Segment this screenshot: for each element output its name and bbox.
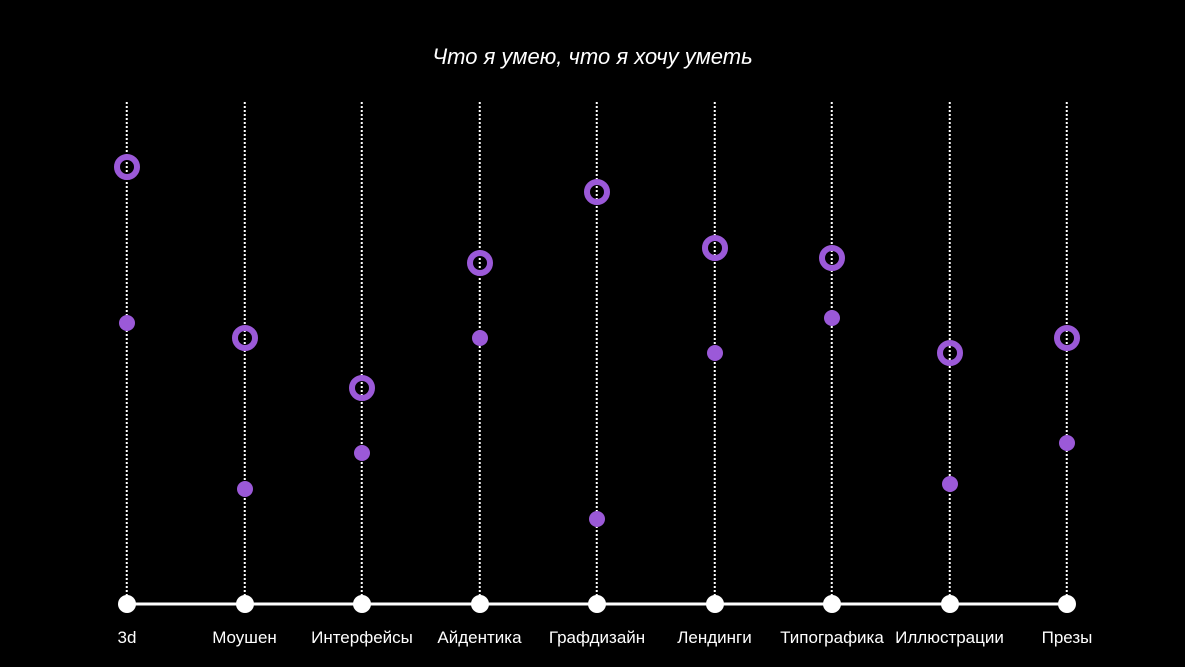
chart-title: Что я умею, что я хочу уметь <box>0 44 1185 70</box>
axis-node <box>823 595 841 613</box>
axis-node <box>118 595 136 613</box>
goal-marker[interactable] <box>114 154 140 180</box>
goal-marker[interactable] <box>584 179 610 205</box>
category-label: Графдизайн <box>549 628 645 648</box>
axis-node <box>236 595 254 613</box>
category-label: Айдентика <box>437 628 521 648</box>
axis-node <box>1058 595 1076 613</box>
current-marker[interactable] <box>237 481 253 497</box>
category-label: Моушен <box>212 628 277 648</box>
slider-track <box>596 102 598 604</box>
current-marker[interactable] <box>589 511 605 527</box>
goal-marker[interactable] <box>937 340 963 366</box>
goal-marker[interactable] <box>819 245 845 271</box>
slider-track <box>243 102 245 604</box>
goal-marker[interactable] <box>349 375 375 401</box>
axis-node <box>941 595 959 613</box>
goal-marker[interactable] <box>1054 325 1080 351</box>
axis-node <box>353 595 371 613</box>
current-marker[interactable] <box>1059 435 1075 451</box>
current-marker[interactable] <box>707 345 723 361</box>
slider-track <box>1066 102 1068 604</box>
current-marker[interactable] <box>472 330 488 346</box>
slider-track <box>478 102 480 604</box>
skills-chart-root: Что я умею, что я хочу уметь 3d Моушен Инт… <box>0 0 1185 667</box>
axis-node <box>588 595 606 613</box>
current-marker[interactable] <box>119 315 135 331</box>
goal-marker[interactable] <box>467 250 493 276</box>
goal-marker[interactable] <box>702 235 728 261</box>
category-label: Интерфейсы <box>311 628 413 648</box>
slider-track <box>361 102 363 604</box>
current-marker[interactable] <box>824 310 840 326</box>
goal-marker[interactable] <box>232 325 258 351</box>
current-marker[interactable] <box>354 445 370 461</box>
category-label: Презы <box>1042 628 1093 648</box>
category-label: 3d <box>118 628 137 648</box>
category-label: Лендинги <box>677 628 752 648</box>
category-label: Типографика <box>780 628 884 648</box>
axis-node <box>706 595 724 613</box>
category-label: Иллюстрации <box>895 628 1004 648</box>
axis-node <box>471 595 489 613</box>
current-marker[interactable] <box>942 476 958 492</box>
slider-track <box>831 102 833 604</box>
